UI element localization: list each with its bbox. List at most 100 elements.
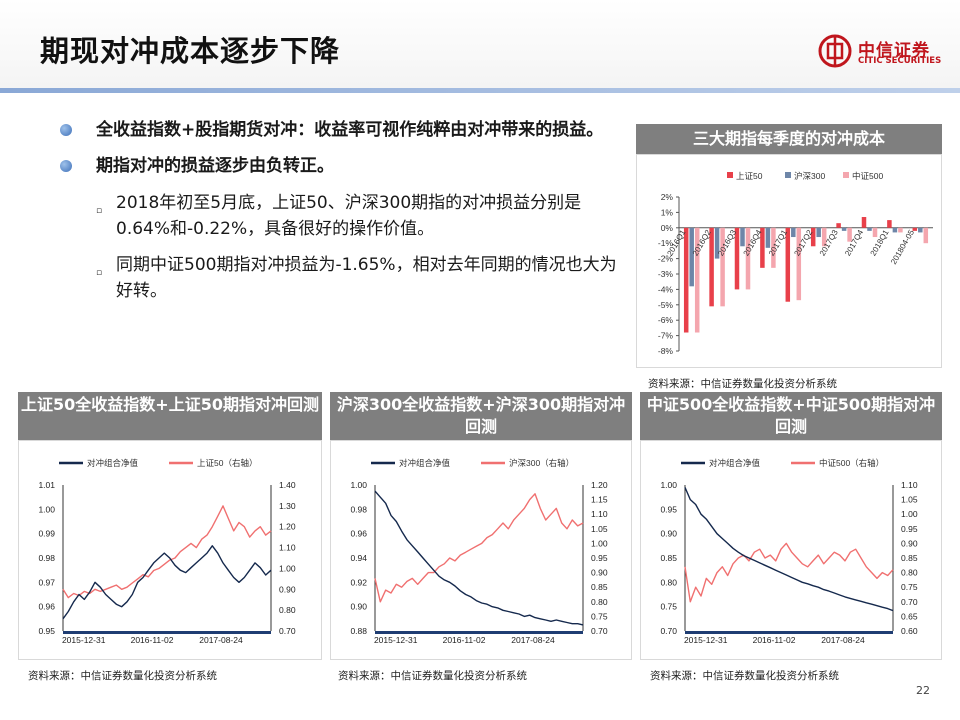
x-axis-bar [375,631,583,634]
x-tick-label: 2017Q4 [843,228,865,258]
right-tick-label: 1.20 [591,480,608,490]
x-axis-bar [685,631,893,634]
left-tick-label: 0.75 [660,602,677,612]
x-tick-label: 2017Q3 [818,228,840,258]
bullet-list: 全收益指数+股指期货对冲：收益率可视作纯粹由对冲带来的损益。 期指对冲的损益逐步… [58,118,618,314]
series-line [684,487,894,612]
series-line [374,493,584,603]
bar [714,227,720,259]
bar [918,227,923,233]
y-tick-label: 2% [661,192,674,202]
x-tick-label: 2015-12-31 [62,635,106,645]
x-tick-label: 2015-12-31 [684,635,728,645]
bar [694,227,700,333]
right-tick-label: 1.00 [901,509,918,519]
sz50-panel-title: 上证50全收益指数+上证50期指对冲回测 [18,392,322,440]
left-tick-label: 0.94 [350,553,367,563]
bar-chart-panel: 上证50 沪深300 中证500 2% 1% 0% -1% -2% -3% -4% -5% -6% -7… [636,154,942,368]
right-tick-label: 0.90 [901,538,918,548]
x-tick-label: 2018Q1 [869,228,891,258]
bar [785,227,791,302]
right-tick-label: 0.60 [901,626,918,636]
hs300-source: 资料来源：中信证券数量化投资分析系统 [338,670,527,682]
bar [765,227,771,248]
bullet-item: 全收益指数+股指期货对冲：收益率可视作纯粹由对冲带来的损益。 [58,118,618,142]
right-tick-label: 0.75 [901,582,918,592]
bar [709,227,714,307]
bar [683,227,689,333]
page-title: 期现对冲成本逐步下降 [40,34,341,68]
right-tick-label: 0.95 [591,553,608,563]
right-tick-label: 0.80 [591,597,608,607]
y-tick-label: -5% [658,300,674,310]
legend-swatch [727,172,733,178]
bar [923,227,929,244]
right-tick-label: 1.00 [279,563,296,573]
bar [745,227,751,290]
sub-bullet-icon: ▫ [96,206,103,216]
bar [847,227,852,242]
zz500-panel-title: 中证500全收益指数+中证500期指对冲回测 [640,392,942,440]
left-tick-label: 0.90 [350,602,367,612]
bar-chart-source: 资料来源：中信证券数量化投资分析系统 [648,378,837,390]
legend-label: 对冲组合净值 [709,458,761,468]
zz500-chart-panel: 对冲组合净值 中证500（右轴） 1.00 0.95 0.90 0.85 0.80 0.75 0… [640,440,942,660]
y-tick-label: 0% [661,223,674,233]
series-line [62,545,272,620]
left-tick-label: 0.88 [350,626,367,636]
sub-bullet-icon: ▫ [96,268,103,278]
bar [872,227,878,238]
left-tick-label: 0.85 [660,553,677,563]
right-tick-label: 0.90 [279,584,296,594]
x-tick-label: 2016-11-02 [443,635,486,645]
company-logo: 中信证券 CITIC SECURITIES [818,34,948,74]
right-tick-label: 0.85 [591,582,608,592]
y-tick-label: -1% [658,238,674,248]
right-tick-label: 1.05 [591,524,608,534]
right-tick-label: 1.40 [279,480,296,490]
citic-logo-icon [818,34,852,68]
bar [912,227,918,231]
bullet-text: 全收益指数+股指期货对冲：收益率可视作纯粹由对冲带来的损益。 [96,120,604,140]
left-tick-label: 0.97 [38,577,55,587]
logo-cn-text: 中信证券 [858,41,930,61]
right-tick-label: 0.75 [591,611,608,621]
right-tick-label: 0.70 [591,626,608,636]
series-line [374,490,584,626]
sub-bullet-item: ▫ 同期中证500期指对冲损益为-1.65%，相对去年同期的情况也大为好转。 [58,252,618,304]
bar [867,227,872,231]
bar [734,227,740,290]
bar [892,227,898,233]
left-tick-label: 1.00 [38,504,55,514]
x-tick-label: 2017-08-24 [821,635,865,645]
bar [740,227,745,247]
bar [836,223,841,228]
bar [898,227,903,233]
right-tick-label: 1.10 [279,543,296,553]
bar [887,220,892,228]
legend-swatch [785,172,791,178]
hs300-panel-title: 沪深300全收益指数+沪深300期指对冲回测 [330,392,632,440]
left-tick-label: 0.95 [660,504,677,514]
sub-bullet-item: ▫ 2018年初至5月底，上证50、沪深300期指的对冲损益分别是0.64%和-… [58,190,618,242]
right-tick-label: 0.85 [901,553,918,563]
right-tick-label: 0.70 [279,626,296,636]
bar [810,227,816,247]
header-divider [0,88,960,93]
page-number: 22 [916,684,930,697]
bar [796,227,802,301]
legend-label: 上证50（右轴） [197,458,257,468]
y-tick-label: -2% [658,254,674,264]
legend-label: 对冲组合净值 [399,458,451,468]
right-tick-label: 0.90 [591,568,608,578]
legend-label: 上证50 [736,171,763,181]
bullet-dot-icon [60,160,72,172]
left-tick-label: 0.92 [350,577,367,587]
x-tick-label: 201804-05 [889,228,916,266]
right-tick-label: 0.80 [279,605,296,615]
bullet-text: 期指对冲的损益逐步由负转正。 [96,156,334,176]
left-tick-label: 0.90 [660,529,677,539]
y-tick-label: -8% [658,346,674,356]
left-tick-label: 1.00 [660,480,677,490]
right-tick-label: 1.30 [279,501,296,511]
